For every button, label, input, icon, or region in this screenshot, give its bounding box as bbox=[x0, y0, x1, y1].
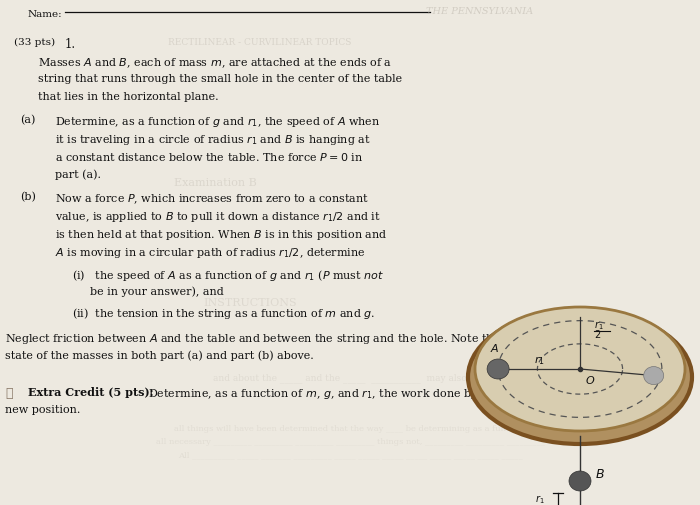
Text: a constant distance below the table. The force $P = 0$ in: a constant distance below the table. The… bbox=[55, 150, 363, 163]
Text: is then held at that position. When $B$ is in this position and: is then held at that position. When $B$ … bbox=[55, 228, 387, 241]
Ellipse shape bbox=[468, 311, 692, 444]
Text: that lies in the horizontal plane.: that lies in the horizontal plane. bbox=[38, 92, 218, 102]
Text: it is traveling in a circle of radius $r_1$ and $B$ is hanging at: it is traveling in a circle of radius $r… bbox=[55, 133, 371, 147]
Text: $B$: $B$ bbox=[595, 467, 605, 480]
Text: $A$: $A$ bbox=[491, 341, 500, 353]
Text: $A$ is moving in a circular path of radius $r_1/2$, determine: $A$ is moving in a circular path of radi… bbox=[55, 245, 365, 260]
Text: All __________ _____ _______ _________ _____ _____ _____ _____ _____ _____ _____: All __________ _____ _______ _________ _… bbox=[178, 450, 522, 458]
Text: $r_1$: $r_1$ bbox=[536, 492, 545, 505]
Text: Neglect friction between $A$ and the table and between the string and the hole. : Neglect friction between $A$ and the tab… bbox=[5, 331, 620, 345]
Text: $r_1$: $r_1$ bbox=[594, 318, 603, 331]
Text: new position.: new position. bbox=[5, 404, 80, 414]
Ellipse shape bbox=[475, 308, 685, 431]
Text: $2$: $2$ bbox=[594, 327, 601, 339]
Text: RECTILINEAR - CURVILINEAR TOPICS: RECTILINEAR - CURVILINEAR TOPICS bbox=[168, 38, 351, 47]
Ellipse shape bbox=[569, 471, 591, 491]
Text: (i)   the speed of $A$ as a function of $g$ and $r_1$ ($P$ must $not$: (i) the speed of $A$ as a function of $g… bbox=[72, 268, 384, 282]
Text: INSTRUCTIONS: INSTRUCTIONS bbox=[203, 297, 297, 308]
Text: 1.: 1. bbox=[65, 38, 76, 51]
Text: string that runs through the small hole in the center of the table: string that runs through the small hole … bbox=[38, 74, 402, 84]
Text: $r_1$: $r_1$ bbox=[533, 354, 545, 366]
Text: state of the masses in both part (a) and part (b) above.: state of the masses in both part (a) and… bbox=[5, 349, 314, 360]
Text: be in your answer), and: be in your answer), and bbox=[90, 285, 224, 296]
Text: and about the _____ and the _____  ___________  may also ____: and about the _____ and the _____ ______… bbox=[213, 372, 487, 382]
Text: Extra Credit (5 pts):: Extra Credit (5 pts): bbox=[28, 386, 153, 397]
Text: all necessary _________ _________ _________ _________ things not, _________ ____: all necessary _________ _________ ______… bbox=[155, 437, 545, 445]
Text: $2$: $2$ bbox=[536, 503, 544, 505]
Text: part (a).: part (a). bbox=[55, 169, 101, 179]
Text: (a): (a) bbox=[20, 115, 36, 125]
Text: value, is applied to $B$ to pull it down a distance $r_1/2$ and it: value, is applied to $B$ to pull it down… bbox=[55, 210, 381, 224]
Ellipse shape bbox=[644, 367, 664, 385]
Text: THE PENNSYLVANIA: THE PENNSYLVANIA bbox=[426, 7, 533, 16]
Text: 🐎: 🐎 bbox=[5, 386, 13, 399]
Text: Determine, as a function of $m$, $g$, and $r_1$, the work done by $P$ in moving : Determine, as a function of $m$, $g$, an… bbox=[148, 386, 573, 400]
Text: (ii)  the tension in the string as a function of $m$ and $g$.: (ii) the tension in the string as a func… bbox=[72, 306, 375, 320]
Text: Now a force $P$, which increases from zero to a constant: Now a force $P$, which increases from ze… bbox=[55, 191, 369, 205]
Text: $O$: $O$ bbox=[585, 373, 595, 385]
Text: all things will have been determined that the way ____ be determining as a funct: all things will have been determined tha… bbox=[174, 424, 526, 432]
Text: (33 pts): (33 pts) bbox=[14, 38, 55, 47]
Text: (b): (b) bbox=[20, 191, 36, 202]
Text: Determine, as a function of $g$ and $r_1$, the speed of $A$ when: Determine, as a function of $g$ and $r_1… bbox=[55, 115, 380, 129]
Text: Name:: Name: bbox=[28, 10, 62, 19]
Text: Masses $A$ and $B$, each of mass $m$, are attached at the ends of a: Masses $A$ and $B$, each of mass $m$, ar… bbox=[38, 56, 392, 69]
Text: Examination B: Examination B bbox=[174, 178, 256, 188]
Ellipse shape bbox=[487, 359, 509, 379]
